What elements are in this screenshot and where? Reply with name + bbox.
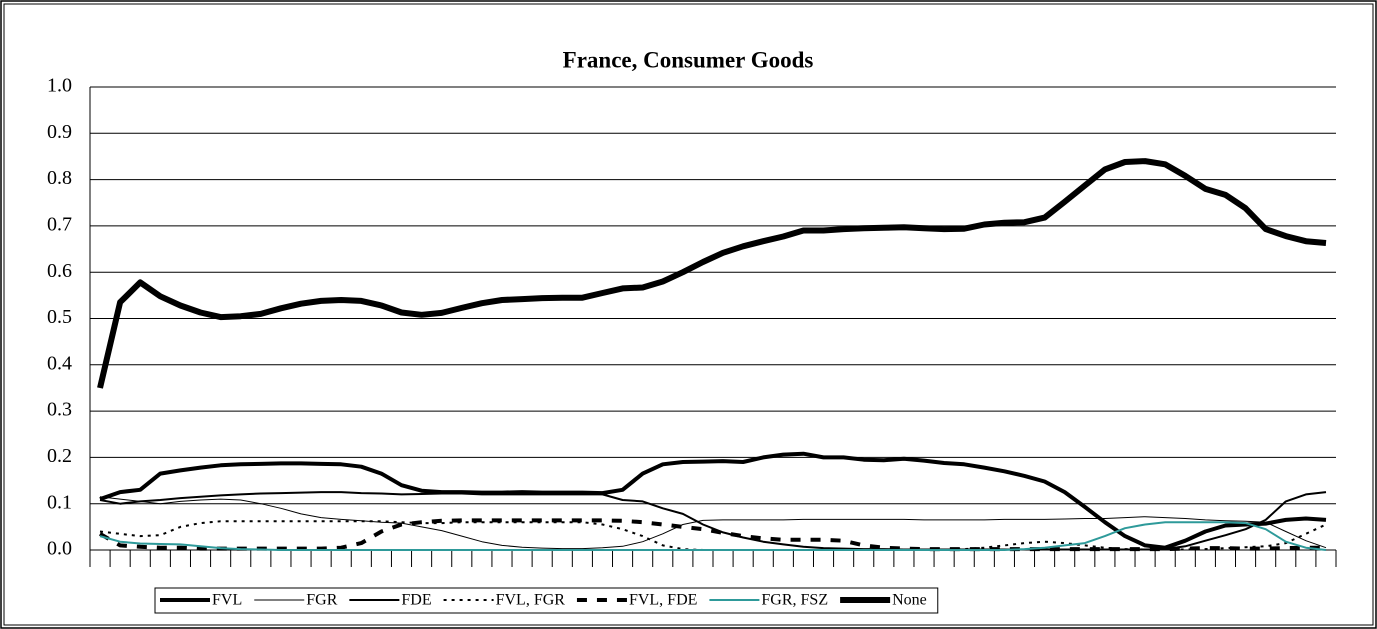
chart-title: France, Consumer Goods	[563, 47, 814, 72]
series-line	[99, 496, 1327, 550]
y-tick-label: 1.0	[47, 75, 72, 97]
series-line	[99, 451, 1327, 550]
series-line	[99, 518, 1326, 552]
legend-label: FDE	[401, 592, 431, 609]
series-line	[97, 158, 1327, 389]
y-tick-label: 0.7	[47, 213, 72, 235]
series-line	[99, 491, 1327, 551]
y-tick-label: 0.4	[47, 352, 72, 374]
legend-label: FGR, FSZ	[761, 592, 828, 609]
y-tick-label: 0.1	[47, 491, 72, 513]
legend-label: FVL	[212, 592, 242, 609]
y-tick-label: 0.8	[47, 167, 72, 189]
y-tick-label: 0.3	[47, 399, 72, 421]
y-tick-label: 0.6	[47, 260, 72, 282]
chart-frame	[3, 3, 1374, 626]
y-tick-label: 0.0	[47, 538, 72, 560]
legend-label: None	[892, 592, 927, 609]
legend-label: FGR	[306, 592, 337, 609]
legend-label: FVL, FDE	[629, 592, 697, 609]
y-tick-label: 0.5	[47, 306, 72, 328]
y-tick-label: 0.9	[47, 121, 72, 143]
legend-label: FVL, FGR	[496, 592, 566, 609]
series-line	[99, 521, 1327, 551]
y-tick-label: 0.2	[47, 445, 72, 467]
